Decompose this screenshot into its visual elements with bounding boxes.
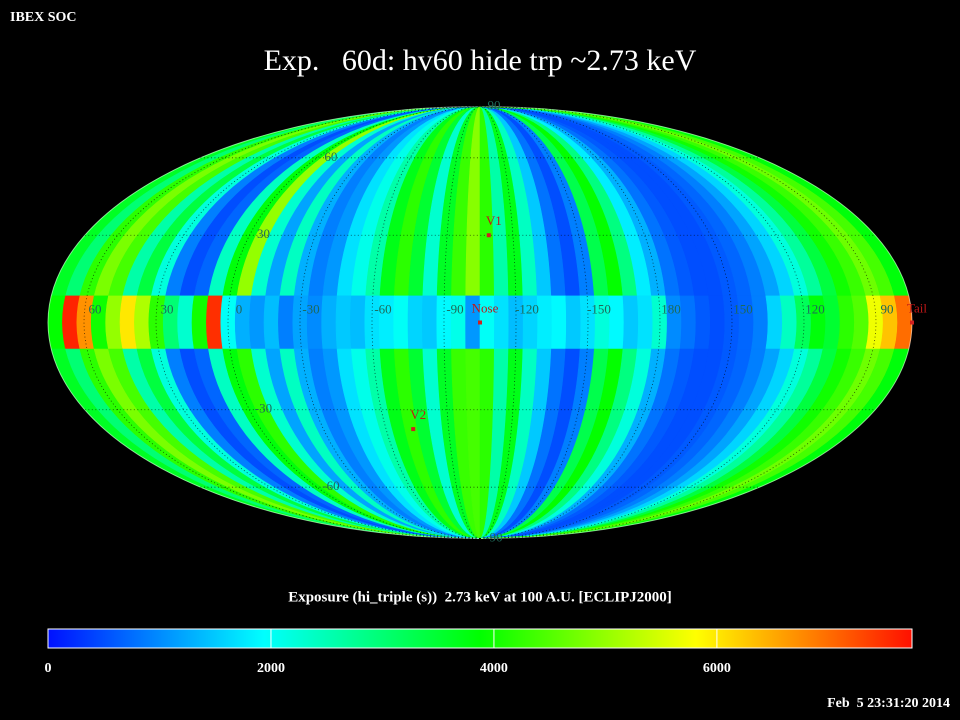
meridian-grid-line	[479, 106, 733, 539]
point-label: Nose	[472, 300, 499, 315]
map-cell	[779, 295, 798, 350]
lon-tick-label: -30	[302, 301, 319, 316]
map-cells	[47, 105, 913, 540]
lon-tick-label: 0	[236, 301, 243, 316]
map-cell	[422, 295, 438, 350]
lat-tick-label: 60	[324, 149, 337, 164]
map-cell	[350, 295, 366, 350]
map-cell	[551, 295, 567, 350]
map-cell	[822, 295, 841, 350]
lon-tick-label: 90	[881, 301, 894, 316]
meridian-grid-line	[83, 106, 481, 539]
meridian-grid-line	[479, 106, 517, 539]
colorbar-label: Exposure (hi_triple (s)) 2.73 keV at 100…	[288, 589, 672, 605]
meridian-grid-line	[479, 106, 661, 539]
lon-tick-label: 60	[89, 301, 102, 316]
lat-tick-label: 30	[257, 226, 270, 241]
colorbar-tick-label: 4000	[480, 661, 508, 676]
lon-tick-label: 150	[733, 301, 753, 316]
map-cell	[321, 295, 338, 350]
map-cell	[622, 295, 639, 350]
point-marker	[478, 320, 482, 325]
colorbar-tick-label: 0	[45, 661, 52, 676]
colorbar-tick-label: 6000	[703, 661, 731, 676]
meridian-grid-line	[299, 106, 481, 539]
lat-tick-label: -90	[485, 529, 502, 544]
map-cell	[206, 295, 224, 350]
lon-tick-label: 180	[661, 301, 681, 316]
map-cell	[393, 295, 409, 350]
point-label: V2	[410, 407, 426, 422]
lon-tick-label: -60	[374, 301, 391, 316]
timestamp: Feb 5 23:31:20 2014	[827, 696, 950, 711]
lon-tick-label: 120	[805, 301, 825, 316]
colorbar-tick-label: 2000	[257, 661, 285, 676]
map-cell	[694, 295, 711, 350]
map-cell	[278, 295, 295, 350]
map-cell	[263, 295, 281, 350]
map-cell	[407, 295, 424, 350]
point-marker	[411, 427, 416, 432]
colorbar	[47, 628, 913, 649]
lat-tick-label: -60	[322, 478, 339, 493]
header: IBEX SOC	[10, 10, 77, 25]
chart-title: Exp. 60d: hv60 hide trp ~2.73 keV	[264, 44, 697, 77]
lon-tick-label: -120	[515, 301, 539, 316]
map-cell	[679, 295, 697, 350]
map-cell	[536, 295, 553, 350]
point-label: Tail	[907, 300, 927, 315]
point-label: V1	[486, 213, 502, 228]
lat-tick-label: -30	[255, 401, 272, 416]
lat-tick-label: 90	[488, 97, 501, 112]
map-cell	[249, 295, 266, 350]
map-cell	[836, 295, 855, 350]
map-cell	[636, 295, 654, 350]
lon-tick-label: -90	[446, 301, 463, 316]
map-cell	[765, 295, 783, 350]
map-cell	[751, 295, 769, 350]
point-marker	[486, 233, 491, 238]
meridian-grid-line	[227, 106, 481, 539]
map-cell	[565, 295, 582, 350]
lon-tick-label: -150	[587, 301, 611, 316]
lon-tick-label: 30	[161, 301, 174, 316]
map-cell	[220, 295, 238, 350]
map-cell	[708, 295, 726, 350]
point-marker	[910, 320, 914, 325]
map-cell	[851, 295, 870, 350]
map-cell	[335, 295, 352, 350]
map-cell	[191, 295, 209, 350]
